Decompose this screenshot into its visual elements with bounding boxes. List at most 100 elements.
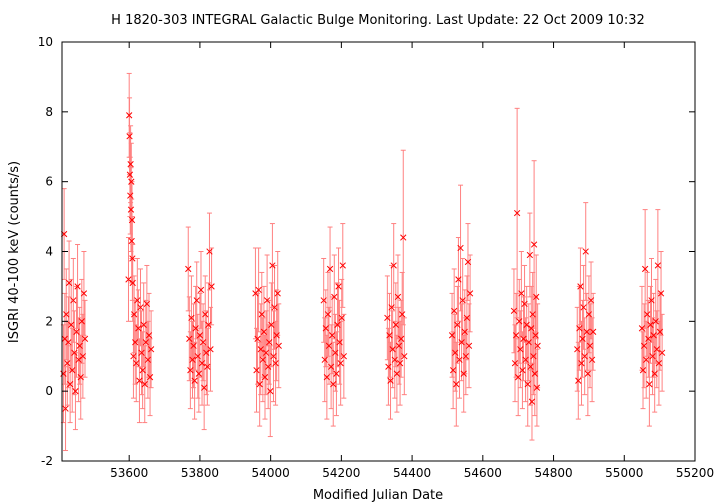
data-point xyxy=(190,342,197,349)
data-point xyxy=(529,311,536,318)
data-point xyxy=(323,374,331,381)
data-point xyxy=(451,307,458,315)
data-point xyxy=(530,241,538,248)
data-point xyxy=(257,346,264,353)
data-point xyxy=(574,346,581,353)
y-tick-label: 6 xyxy=(45,175,53,189)
data-point xyxy=(646,381,653,388)
data-point xyxy=(329,332,336,339)
data-point xyxy=(340,353,347,360)
data-point xyxy=(268,321,275,328)
data-point xyxy=(517,346,524,353)
data-point xyxy=(136,377,143,384)
data-point xyxy=(78,318,85,325)
y-tick-label: 10 xyxy=(38,35,53,49)
y-tick-label: 4 xyxy=(45,245,53,259)
data-point xyxy=(132,339,139,346)
data-point xyxy=(332,349,339,356)
data-point xyxy=(390,262,397,269)
data-point xyxy=(145,332,153,339)
data-point xyxy=(387,377,394,384)
data-point xyxy=(641,265,649,273)
data-point xyxy=(587,297,595,304)
data-point xyxy=(72,388,79,395)
data-point xyxy=(639,367,647,374)
y-tick-label: 8 xyxy=(45,105,53,119)
data-point xyxy=(335,283,342,290)
data-point xyxy=(521,300,528,308)
data-point xyxy=(254,335,261,342)
x-axis: 53600 53800 54000 54200 54400 54600 54800 55000… xyxy=(110,42,714,480)
data-point xyxy=(654,262,662,269)
data-point xyxy=(645,335,652,342)
data-point xyxy=(460,370,467,377)
data-point xyxy=(193,297,200,304)
data-point xyxy=(270,353,277,360)
data-point xyxy=(334,321,341,328)
data-point xyxy=(63,311,70,318)
data-point xyxy=(259,356,267,363)
data-point xyxy=(518,290,525,297)
data-point xyxy=(201,384,208,391)
data-point xyxy=(260,328,268,335)
data-point xyxy=(463,314,471,321)
data-point xyxy=(76,342,83,349)
data-point xyxy=(130,353,137,360)
data-point xyxy=(333,370,340,377)
data-point xyxy=(127,192,134,199)
data-point xyxy=(389,346,396,353)
data-point xyxy=(199,339,207,346)
data-point xyxy=(533,293,540,301)
data-point xyxy=(139,367,146,374)
data-point xyxy=(127,206,135,213)
data-point xyxy=(336,339,343,346)
data-point xyxy=(75,356,82,363)
data-point xyxy=(261,374,269,381)
data-point xyxy=(577,283,584,290)
data-point xyxy=(196,332,204,339)
data-point xyxy=(128,216,136,224)
data-point xyxy=(391,356,398,363)
data-point xyxy=(191,377,198,384)
data-point xyxy=(394,293,402,301)
y-tick-label: 0 xyxy=(45,384,53,398)
data-point xyxy=(647,321,654,328)
data-point xyxy=(530,353,537,360)
data-point xyxy=(147,346,155,353)
data-point xyxy=(187,367,194,374)
data-point xyxy=(580,304,587,311)
data-point xyxy=(144,356,152,363)
data-point xyxy=(401,353,408,360)
x-tick-label: 55200 xyxy=(676,466,714,480)
data-point xyxy=(386,332,393,339)
data-point xyxy=(579,335,586,342)
data-point xyxy=(189,356,196,363)
data-point xyxy=(141,381,148,388)
data-point xyxy=(275,342,282,349)
data-point xyxy=(512,332,520,339)
data-point xyxy=(65,339,72,346)
plot-frame xyxy=(61,41,696,462)
data-point xyxy=(271,304,278,311)
data-point xyxy=(534,342,541,349)
data-point xyxy=(126,133,133,140)
data-point xyxy=(207,346,214,353)
x-tick-label: 53600 xyxy=(110,466,148,480)
data-point xyxy=(130,311,138,318)
data-point xyxy=(515,374,522,381)
data-point xyxy=(458,339,465,346)
data-point xyxy=(638,325,646,332)
data-point xyxy=(135,325,142,332)
data-point xyxy=(527,363,534,370)
data-point xyxy=(461,328,468,335)
data-point xyxy=(532,332,539,339)
data-point xyxy=(339,262,346,269)
data-point xyxy=(128,237,135,245)
data-point xyxy=(266,339,273,346)
data-point xyxy=(79,353,87,360)
data-point xyxy=(337,360,344,367)
data-point xyxy=(585,311,593,318)
data-point xyxy=(582,248,589,255)
x-tick-label: 54000 xyxy=(252,466,290,480)
